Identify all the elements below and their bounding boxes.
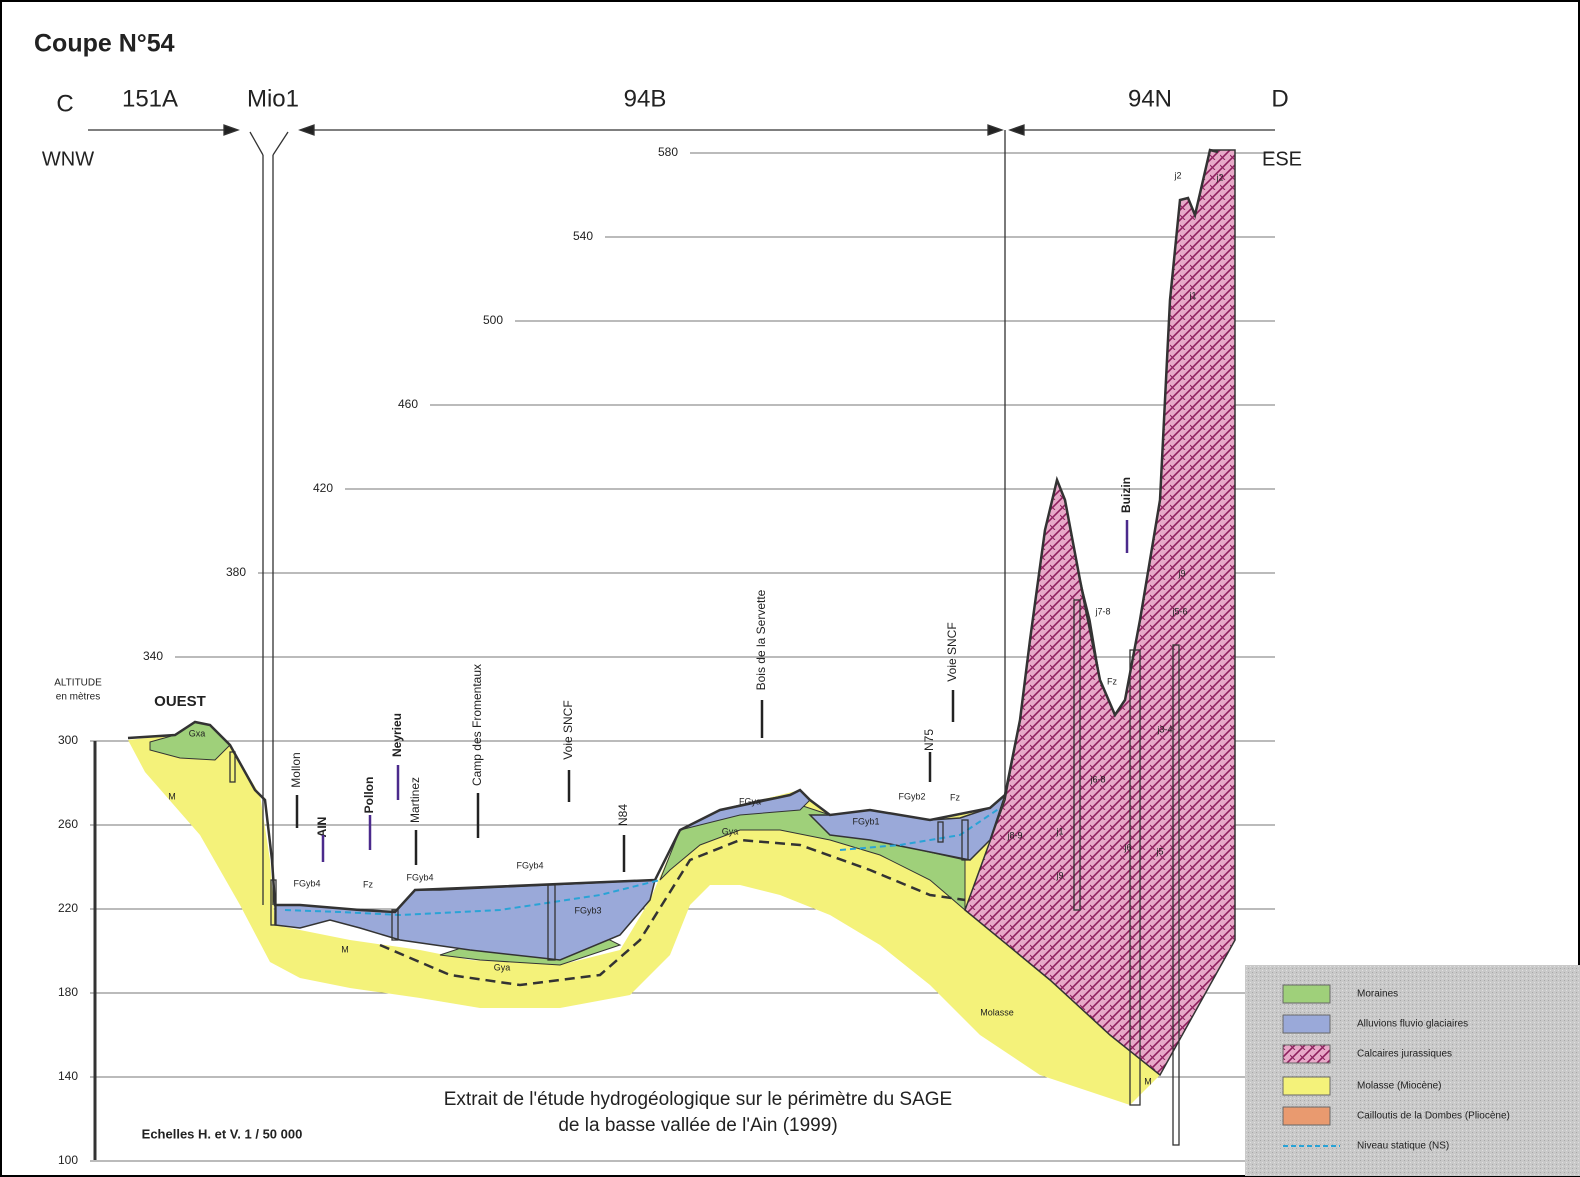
formation-label: j7-8 [1094, 606, 1110, 616]
cross-section: 580540500460420380340300260220180140100 … [0, 0, 1580, 1177]
formation-label: j1 [1188, 290, 1196, 300]
elevation-label: 500 [483, 313, 503, 327]
scale: Echelles H. et V. 1 / 50 000 [142, 1126, 303, 1141]
place-label: Bois de la Servette [754, 589, 768, 690]
formation-label: M [168, 791, 176, 801]
title: Coupe N°54 [34, 30, 175, 58]
place-label: Camp des Fromentaux [470, 664, 484, 786]
legend-label: Cailloutis de la Dombes (Pliocène) [1357, 1111, 1510, 1122]
page: 580540500460420380340300260220180140100 … [0, 0, 1580, 1177]
formation-label: j3-4 [1156, 724, 1172, 734]
formation-label: Fz [363, 879, 373, 889]
elevation-label: 260 [58, 817, 78, 831]
elevation-label: 340 [143, 649, 163, 663]
elevation-label: 300 [58, 733, 78, 747]
formation-label: Molasse [980, 1007, 1014, 1017]
place-label: Mollon [289, 752, 303, 787]
place-label: Voie SNCF [561, 700, 575, 759]
formation-label: Fz [950, 792, 960, 802]
zone: Mio1 [247, 85, 299, 112]
formation-label: Fz [1107, 676, 1117, 686]
formation-label: j1 [1055, 826, 1063, 836]
formation-label: M [341, 944, 349, 954]
formation-label: M [1144, 1076, 1152, 1086]
place-label: Buizin [1119, 477, 1133, 513]
legend-label: Moraines [1357, 989, 1398, 1000]
caption: de la basse vallée de l'Ain (1999) [558, 1115, 837, 1136]
place-label: AIN [315, 817, 329, 838]
formation-label: j9 [1177, 568, 1185, 578]
elevation-label: 420 [313, 481, 333, 495]
legend-label: Alluvions fluvio glaciaires [1357, 1019, 1468, 1030]
formation-label: FGyb2 [898, 791, 925, 801]
axis-label: en mètres [56, 692, 100, 703]
elevation-label: 220 [58, 901, 78, 915]
elevation-label: 460 [398, 397, 418, 411]
legend-label: Molasse (Miocène) [1357, 1081, 1441, 1092]
formation-label: j2 [1173, 170, 1181, 180]
formation-label: Gya [722, 826, 739, 836]
formation-label: j9 [1055, 870, 1063, 880]
place-label: Pollon [362, 777, 376, 814]
zone: 94N [1128, 85, 1172, 112]
formation-label: FGyb4 [293, 878, 320, 888]
formation-label: j6 [1123, 842, 1131, 852]
legend-label: Calcaires jurassiques [1357, 1049, 1452, 1060]
formation-label: Gxa [189, 728, 206, 738]
place-label: Voie SNCF [945, 622, 959, 681]
elevation-label: 540 [573, 229, 593, 243]
place-label: Martinez [408, 777, 422, 823]
place-label: N75 [922, 729, 936, 751]
formation-label: j5 [1155, 846, 1163, 856]
formation-label: j5-6 [1171, 606, 1187, 616]
zone: 94B [624, 85, 667, 112]
section-end: D [1271, 85, 1288, 112]
elevation-label: 100 [58, 1153, 78, 1167]
elevation-label: 140 [58, 1069, 78, 1083]
direction: ESE [1262, 148, 1302, 170]
elevation-label: 580 [658, 145, 678, 159]
formation-label: FGyb4 [516, 860, 543, 870]
zone: 151A [122, 85, 178, 112]
place-label: N84 [616, 804, 630, 826]
formation-label: FGyb3 [574, 905, 601, 915]
legend-label: Niveau statique (NS) [1357, 1141, 1449, 1152]
formation-label: Gya [494, 962, 511, 972]
side-label: OUEST [154, 693, 206, 710]
formation-label: FGyb1 [852, 816, 879, 826]
formation-label: j8-9 [1006, 830, 1022, 840]
formation-label: j2 [1215, 172, 1223, 182]
section-start: C [56, 90, 73, 117]
elevation-label: 180 [58, 985, 78, 999]
caption: Extrait de l'étude hydrogéologique sur l… [444, 1089, 952, 1110]
formation-label: FGya [739, 796, 761, 806]
formation-label: j6-8 [1089, 774, 1105, 784]
formation-label: FGyb4 [406, 872, 433, 882]
direction: WNW [42, 148, 94, 170]
elevation-label: 380 [226, 565, 246, 579]
place-label: Neyrieu [390, 713, 404, 757]
axis-label: ALTITUDE [54, 678, 102, 689]
